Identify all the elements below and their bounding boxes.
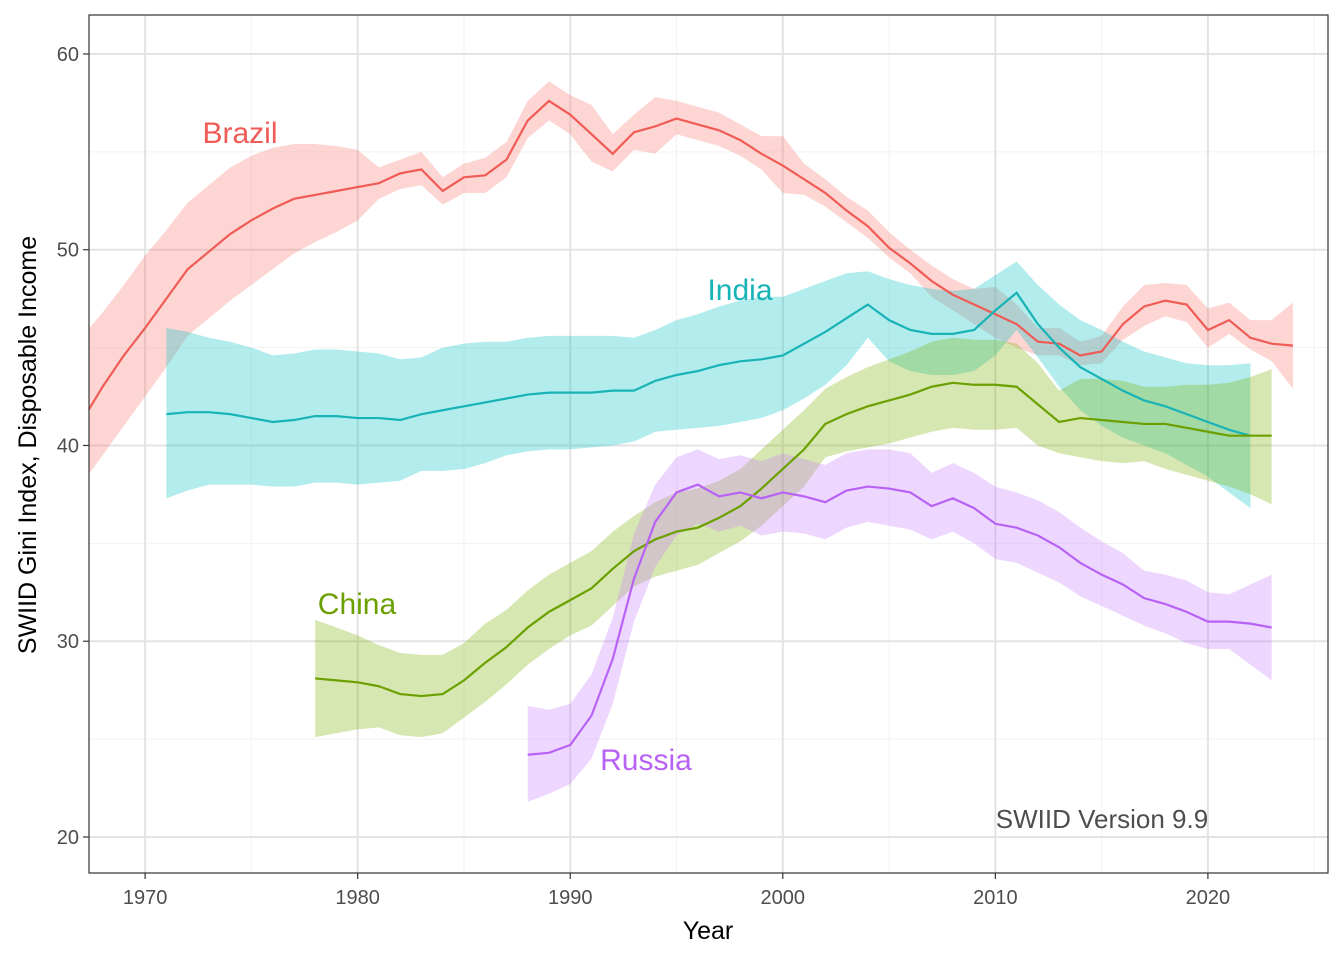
- china-label: China: [318, 588, 397, 621]
- india-line: [166, 291, 1251, 437]
- brazil-line: [89, 99, 1294, 412]
- confidence-ribbons: [89, 81, 1293, 802]
- russia-line: [527, 483, 1272, 756]
- axis-ticks: 20 30 40 50 60 1970 1980 1990 2000 2010 2020: [57, 44, 1230, 909]
- gridlines: [89, 15, 1328, 873]
- y-tick-label: 20: [57, 827, 79, 849]
- y-tick-label: 50: [57, 240, 79, 262]
- x-tick-label: 2010: [973, 887, 1018, 909]
- brazil-label: Brazil: [202, 117, 277, 150]
- india-confidence-band: [166, 261, 1251, 509]
- x-tick-label: 2000: [761, 887, 806, 909]
- panel-border: [88, 14, 1329, 874]
- china-line: [315, 381, 1272, 698]
- series-labels: Brazil India China Russia: [202, 117, 772, 777]
- x-tick-label: 2020: [1186, 887, 1231, 909]
- russia-confidence-band: [527, 449, 1272, 802]
- series-lines: [89, 99, 1294, 756]
- x-axis-label: Year: [683, 917, 734, 945]
- x-tick-label: 1990: [548, 887, 593, 909]
- y-tick-label: 30: [57, 631, 79, 653]
- russia-label: Russia: [600, 744, 692, 777]
- x-tick-label: 1970: [123, 887, 168, 909]
- y-tick-label: 40: [57, 435, 79, 457]
- y-axis-label: SWIID Gini Index, Disposable Income: [14, 236, 42, 654]
- annotation-version: SWIID Version 9.9: [996, 804, 1208, 834]
- china-confidence-band: [315, 337, 1272, 738]
- brazil-confidence-band: [89, 81, 1293, 475]
- x-tick-label: 1980: [335, 887, 380, 909]
- y-tick-label: 60: [57, 44, 79, 66]
- india-label: India: [707, 274, 772, 307]
